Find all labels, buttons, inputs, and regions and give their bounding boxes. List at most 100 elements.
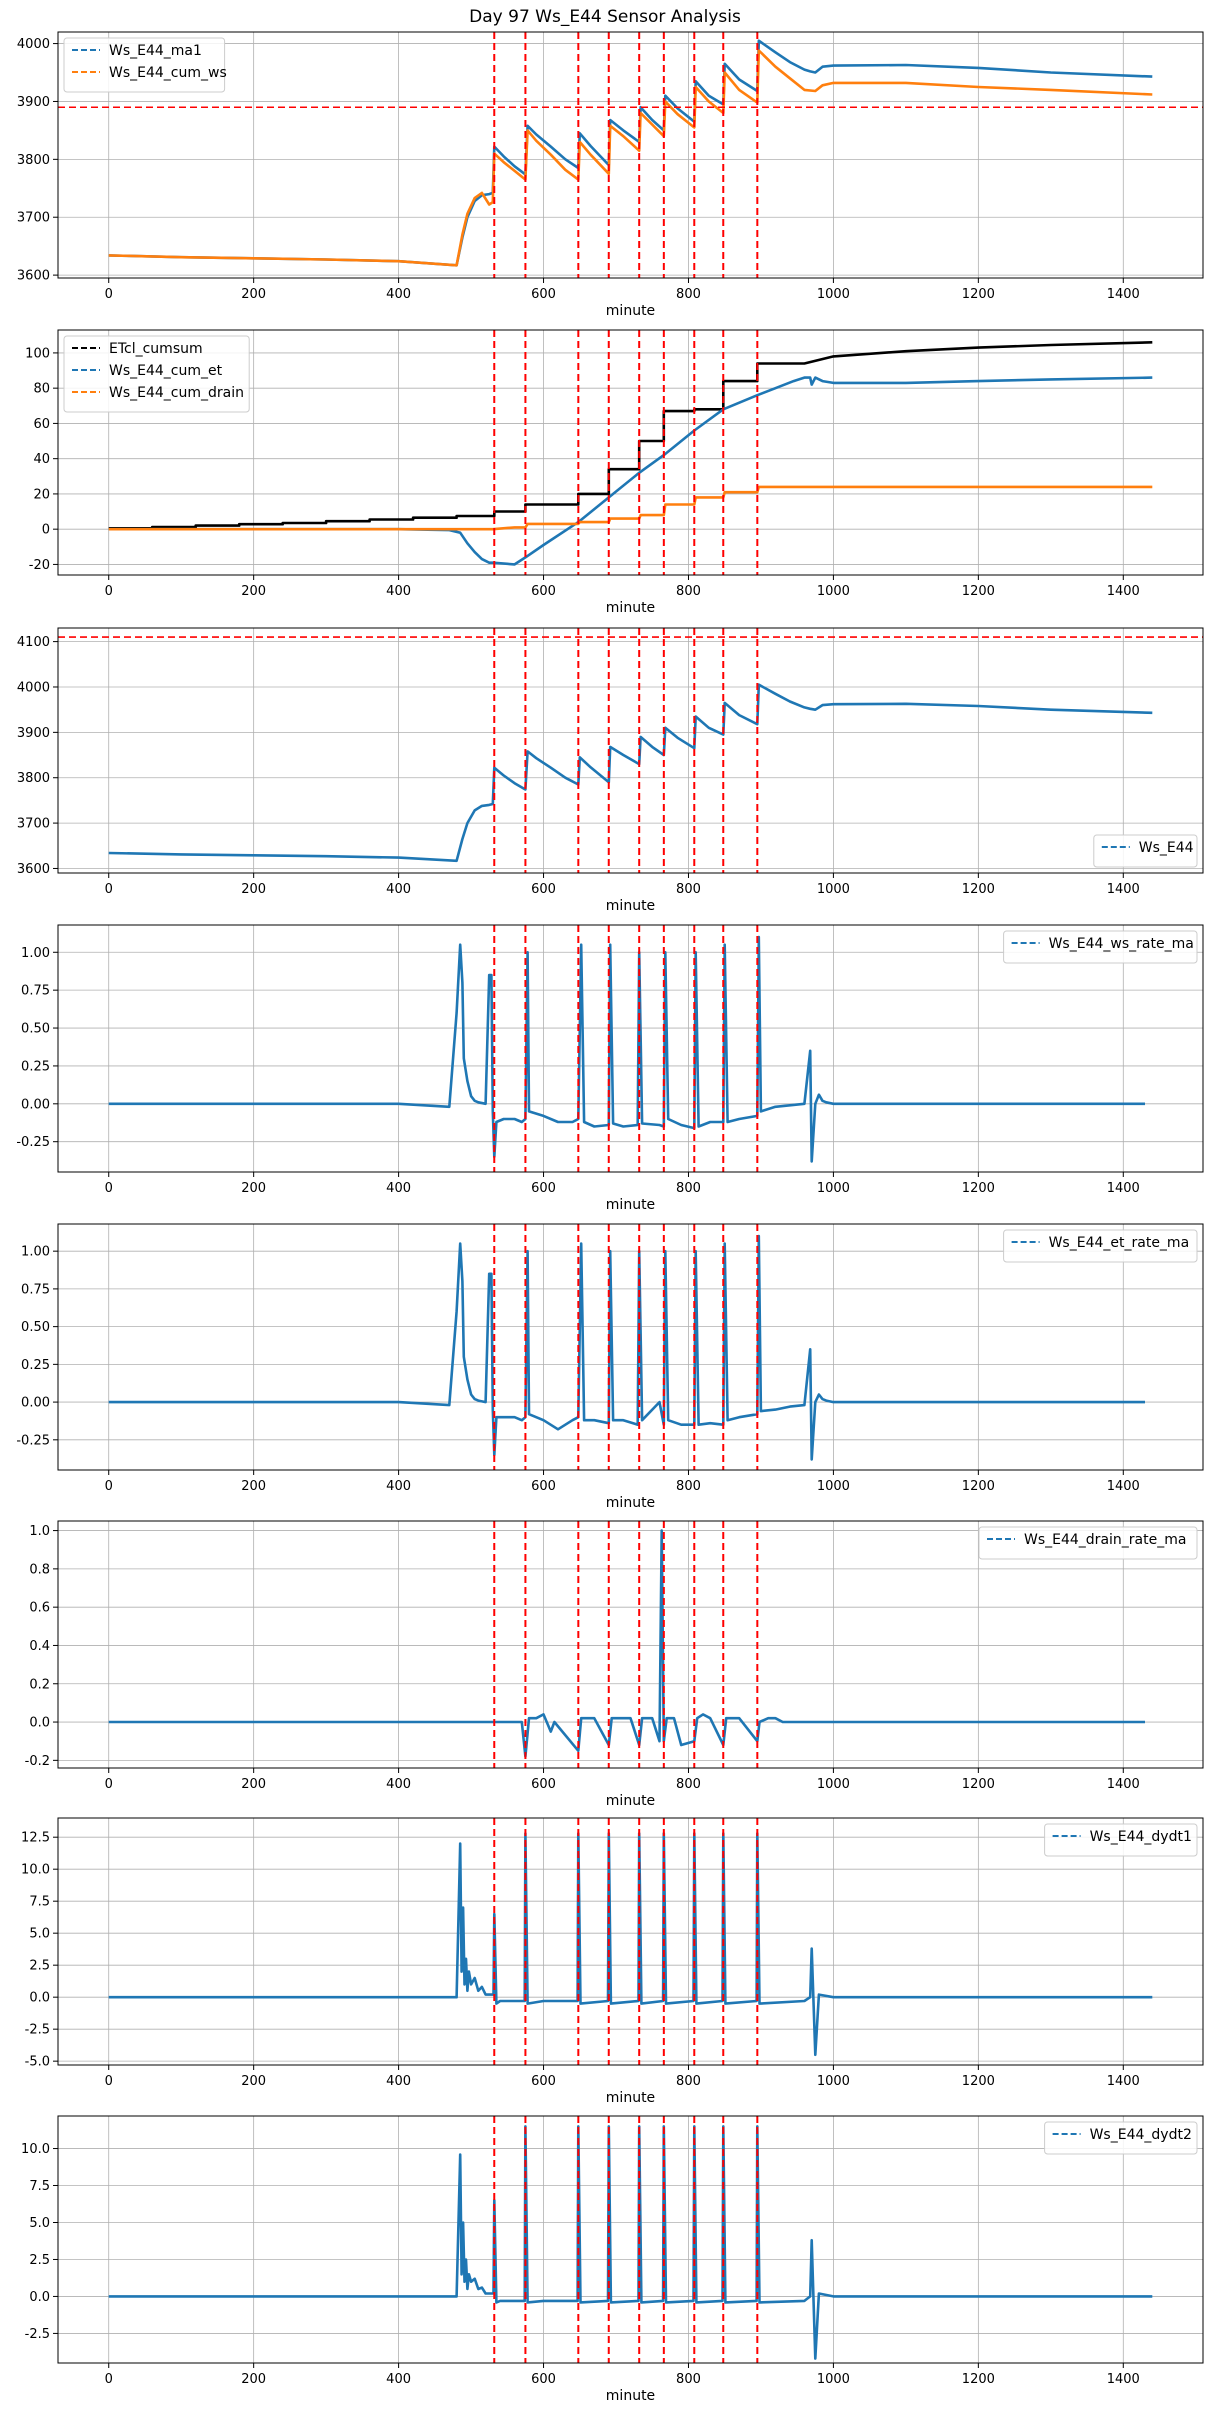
x-tick-label: 200 [241, 1479, 266, 1494]
legend-box [1044, 1823, 1198, 1857]
x-tick-label: 400 [386, 1181, 411, 1196]
plot-frame [57, 329, 1204, 576]
y-tick-label: 1.00 [21, 1245, 50, 1260]
x-tick-label: 1200 [962, 2372, 995, 2387]
y-tick-label: 0.0 [29, 2290, 50, 2305]
x-tick-label: 1200 [962, 1777, 995, 1792]
legend-label: Ws_E44_dydt2 [1090, 2127, 1192, 2143]
legend-label: Ws_E44_cum_drain [109, 385, 244, 401]
y-tick-label: 0 [42, 523, 50, 538]
y-tick-label: 4000 [17, 680, 50, 695]
x-tick-label: 0 [105, 1181, 113, 1196]
x-tick-label: 1000 [817, 1479, 850, 1494]
y-tick-label: 3600 [17, 269, 50, 284]
x-axis-label: minute [606, 303, 655, 319]
x-tick-label: 1400 [1107, 584, 1140, 599]
y-tick-label: -0.25 [16, 1135, 50, 1150]
x-tick-label: 0 [105, 1777, 113, 1792]
panel-6: 0 200 400 600 800 1000 1200 1400 -0.2 0.0 0.2 0.4 0.… [25, 1520, 1204, 1809]
x-tick-label: 1200 [962, 1181, 995, 1196]
x-tick-label: 600 [531, 584, 556, 599]
y-tick-label: 0.00 [21, 1097, 50, 1112]
y-tick-label: 3800 [17, 771, 50, 786]
x-axis-label: minute [606, 1793, 655, 1809]
legend-box [1003, 1229, 1198, 1263]
x-tick-label: 1000 [817, 584, 850, 599]
x-tick-label: 400 [386, 2372, 411, 2387]
x-tick-label: 1200 [962, 882, 995, 897]
series-line-Ws_E44_cum_drain [108, 485, 1153, 531]
series-line-Ws_E44_drain_rate_ma [108, 1529, 1145, 1758]
legend-box [1044, 2121, 1198, 2155]
x-tick-label: 1000 [817, 882, 850, 897]
panel-8: 0 200 400 600 800 1000 1200 1400 -2.5 0.0 2.5 5.0 7.… [21, 2115, 1204, 2404]
series-line-Ws_E44_dydt2 [108, 2125, 1153, 2360]
y-tick-label: 1.00 [21, 946, 50, 961]
plot-frame [57, 31, 1204, 279]
x-tick-label: 600 [531, 2372, 556, 2387]
x-tick-label: 400 [386, 882, 411, 897]
legend-box [63, 335, 250, 413]
x-tick-label: 800 [676, 1479, 701, 1494]
x-tick-label: 400 [386, 584, 411, 599]
plot-frame [57, 2115, 1204, 2364]
y-tick-label: 100 [25, 346, 50, 361]
y-tick-label: 7.5 [29, 2179, 50, 2194]
series-line-Ws_E44_dydt1 [108, 1832, 1153, 2057]
y-tick-label: 4000 [17, 37, 50, 52]
y-tick-label: -0.25 [16, 1433, 50, 1448]
x-tick-label: 800 [676, 584, 701, 599]
panel-4: 0 200 400 600 800 1000 1200 1400 -0.25 0.00 0.25 0.… [16, 924, 1204, 1213]
y-tick-label: 40 [33, 452, 50, 467]
x-tick-label: 1000 [817, 1777, 850, 1792]
y-tick-label: -2.5 [25, 2023, 50, 2038]
x-tick-label: 400 [386, 1479, 411, 1494]
y-tick-label: 4100 [17, 635, 50, 650]
y-tick-label: 3600 [17, 862, 50, 877]
x-axis-label: minute [606, 1495, 655, 1511]
legend-box [1003, 930, 1198, 964]
x-tick-label: 1200 [962, 2074, 995, 2089]
x-tick-label: 1200 [962, 1479, 995, 1494]
series-line-Ws_E44_ws_rate_ma [108, 935, 1145, 1163]
panel-3: 0 200 400 600 800 1000 1200 1400 3600 3700 3800 390… [17, 627, 1204, 914]
x-tick-label: 800 [676, 2074, 701, 2089]
x-tick-label: 200 [241, 2074, 266, 2089]
x-tick-label: 200 [241, 287, 266, 302]
series-line-Ws_E44_cum_et [108, 376, 1153, 566]
y-tick-label: 3900 [17, 726, 50, 741]
x-tick-label: 1400 [1107, 2372, 1140, 2387]
panel-5: 0 200 400 600 800 1000 1200 1400 -0.25 0.00 0.25 0.… [16, 1223, 1204, 1511]
y-tick-label: -2.5 [25, 2327, 50, 2342]
y-tick-label: 5.0 [29, 2216, 50, 2231]
x-tick-label: 800 [676, 287, 701, 302]
y-tick-label: 0.25 [21, 1358, 50, 1373]
x-tick-label: 200 [241, 1777, 266, 1792]
legend: Ws_E44_dydt1 [1044, 1823, 1198, 1857]
x-tick-label: 600 [531, 287, 556, 302]
legend: Ws_E44_drain_rate_ma [978, 1526, 1198, 1560]
legend-label: ETcl_cumsum [109, 341, 203, 357]
x-tick-label: 1400 [1107, 287, 1140, 302]
plot-frame [57, 1223, 1204, 1471]
series-line-ETcl_cumsum [108, 341, 1153, 530]
y-tick-label: 12.5 [21, 1831, 50, 1846]
x-axis-label: minute [606, 600, 655, 616]
x-tick-label: 800 [676, 2372, 701, 2387]
y-tick-label: 80 [33, 382, 50, 397]
legend-label: Ws_E44_cum_ws [109, 65, 227, 81]
y-tick-label: 0.6 [29, 1601, 50, 1616]
y-tick-label: 0.8 [29, 1562, 50, 1577]
legend-box [978, 1526, 1198, 1560]
x-tick-label: 1000 [817, 1181, 850, 1196]
y-tick-label: -0.2 [25, 1754, 50, 1769]
x-tick-label: 600 [531, 1777, 556, 1792]
y-tick-label: 3700 [17, 211, 50, 226]
x-tick-label: 200 [241, 1181, 266, 1196]
x-axis-label: minute [606, 1197, 655, 1213]
x-tick-label: 800 [676, 1181, 701, 1196]
panel-7: 0 200 400 600 800 1000 1200 1400 -5.0 -2.5 0.0 2.5 5… [21, 1817, 1204, 2106]
legend-label: Ws_E44_cum_et [109, 363, 223, 379]
x-axis-label: minute [606, 898, 655, 914]
